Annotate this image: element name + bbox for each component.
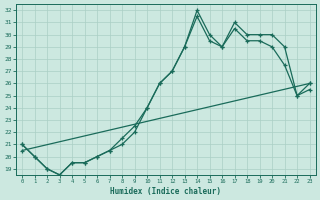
X-axis label: Humidex (Indice chaleur): Humidex (Indice chaleur) xyxy=(110,187,221,196)
